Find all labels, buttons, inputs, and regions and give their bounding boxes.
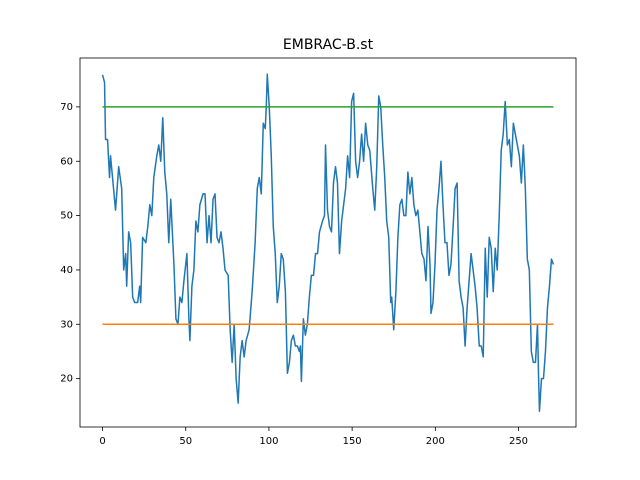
x-tick-label: 200 <box>426 436 445 447</box>
x-tick-label: 250 <box>509 436 528 447</box>
y-tick-label: 70 <box>60 102 73 113</box>
plot-frame <box>79 57 577 428</box>
y-tick-label: 50 <box>60 211 73 222</box>
y-tick-label: 40 <box>60 265 73 276</box>
series-line <box>101 73 555 412</box>
y-tick-label: 60 <box>60 156 73 167</box>
y-tick-label: 30 <box>60 319 73 330</box>
x-tick-label: 0 <box>99 436 105 447</box>
x-tick-label: 50 <box>179 436 192 447</box>
x-tick-label: 150 <box>343 436 362 447</box>
x-tick-label: 100 <box>259 436 278 447</box>
y-tick-label: 20 <box>60 374 73 385</box>
chart-title: EMBRAC-B.st <box>283 37 374 53</box>
